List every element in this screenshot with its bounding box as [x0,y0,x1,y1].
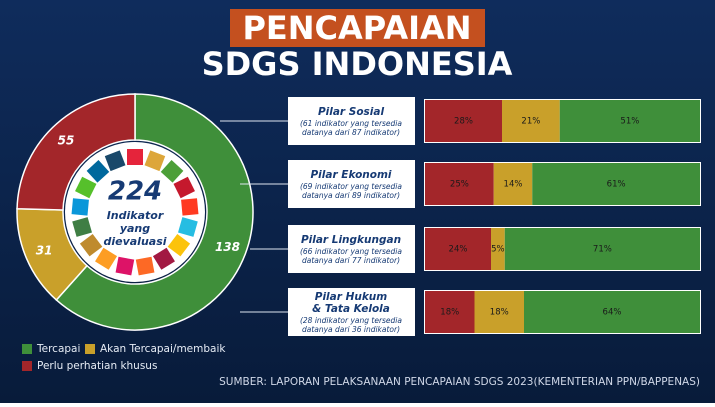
pillar-note: datanya dari 36 indikator) [302,325,400,334]
bar-label: 21% [521,117,540,127]
sdg-icon [115,256,135,276]
legend-swatch [22,361,32,371]
bar-segment [559,100,700,142]
bar-segment [524,291,700,333]
pillar-box [288,97,415,145]
pillar-note: (69 indikator yang tersedia [300,182,402,191]
donut-slice [55,93,254,331]
legend-label: Tercapai [36,343,80,355]
pillar-name: Pilar Sosial [318,106,385,118]
bar-segment [532,163,700,205]
bar-segment [504,228,700,270]
sdg-icon [75,176,97,199]
center-inner [93,170,177,254]
bar-segment [425,228,491,270]
sdg-icon [160,160,184,183]
sdg-icon [72,217,92,237]
pillar-box [288,288,415,336]
pillar-name: Pilar Ekonomi [310,169,391,181]
pillar-note: datanya dari 89 indikator) [302,191,400,200]
pillar-box [288,225,415,273]
sdg-icon [178,217,198,237]
pillar-note: (28 indikator yang tersedia [300,316,402,325]
bar-label: 61% [607,180,626,190]
legend-swatch [22,344,32,354]
bar-label: 14% [504,180,523,190]
title: PENCAPAIAN [242,9,471,47]
sdg-icon [71,198,89,216]
sdg-icon [181,198,199,216]
source: SUMBER: LAPORAN PELAKSANAAN PENCAPAIAN S… [219,376,700,388]
sdg-icon [127,149,143,165]
bar-label: 5% [491,245,505,255]
bar-segment [491,228,505,270]
sdg-icon [152,247,175,270]
sdg-icon [167,233,191,257]
sdg-icon [144,150,166,172]
center-label: dievaluasi [103,235,166,248]
bar-label: 18% [440,308,459,318]
bar-segment [474,291,524,333]
slice-label: 31 [36,244,53,258]
bar-segment [493,163,533,205]
sdg-icon [95,247,118,270]
pillar-name: Pilar Hukum [315,291,388,303]
legend-label: Akan Tercapai/membaik [100,343,226,355]
pillar-name: & Tata Kelola [312,303,390,315]
pillar-note: (66 indikator yang tersedia [300,247,402,256]
legend-label: Perlu perhatian khusus [37,360,157,372]
bar-segment [425,163,494,205]
legend-swatch [85,344,95,354]
pillar-box [288,160,415,208]
sdg-icon [173,176,195,199]
donut-slice [16,93,136,211]
bar-segment [425,291,475,333]
center-label: Indikator [107,209,164,222]
pillar-name: Pilar Lingkungan [301,234,401,246]
bar-label: 64% [603,308,622,318]
sdg-icon [135,256,155,276]
sdg-icon [79,233,103,257]
pillar-note: datanya dari 87 indikator) [302,128,400,137]
bar-segment [502,100,560,142]
bar-label: 24% [449,245,468,255]
bar-label: 25% [450,180,469,190]
pillar-note: datanya dari 77 indikator) [302,256,400,265]
bar-label: 51% [620,117,639,127]
slice-label: 138 [215,240,240,254]
bar-label: 28% [454,117,473,127]
subtitle: SDGS INDONESIA [202,45,513,83]
center-label: yang [120,222,150,235]
bar-segment [425,100,502,142]
sdg-icon [86,160,110,183]
pillar-note: (61 indikator yang tersedia [300,119,402,128]
title-box [230,9,485,47]
bar-label: 71% [593,245,612,255]
bar-label: 18% [490,308,509,318]
center-value: 224 [108,177,162,207]
slice-label: 55 [58,134,75,148]
sdg-icon [104,150,126,172]
